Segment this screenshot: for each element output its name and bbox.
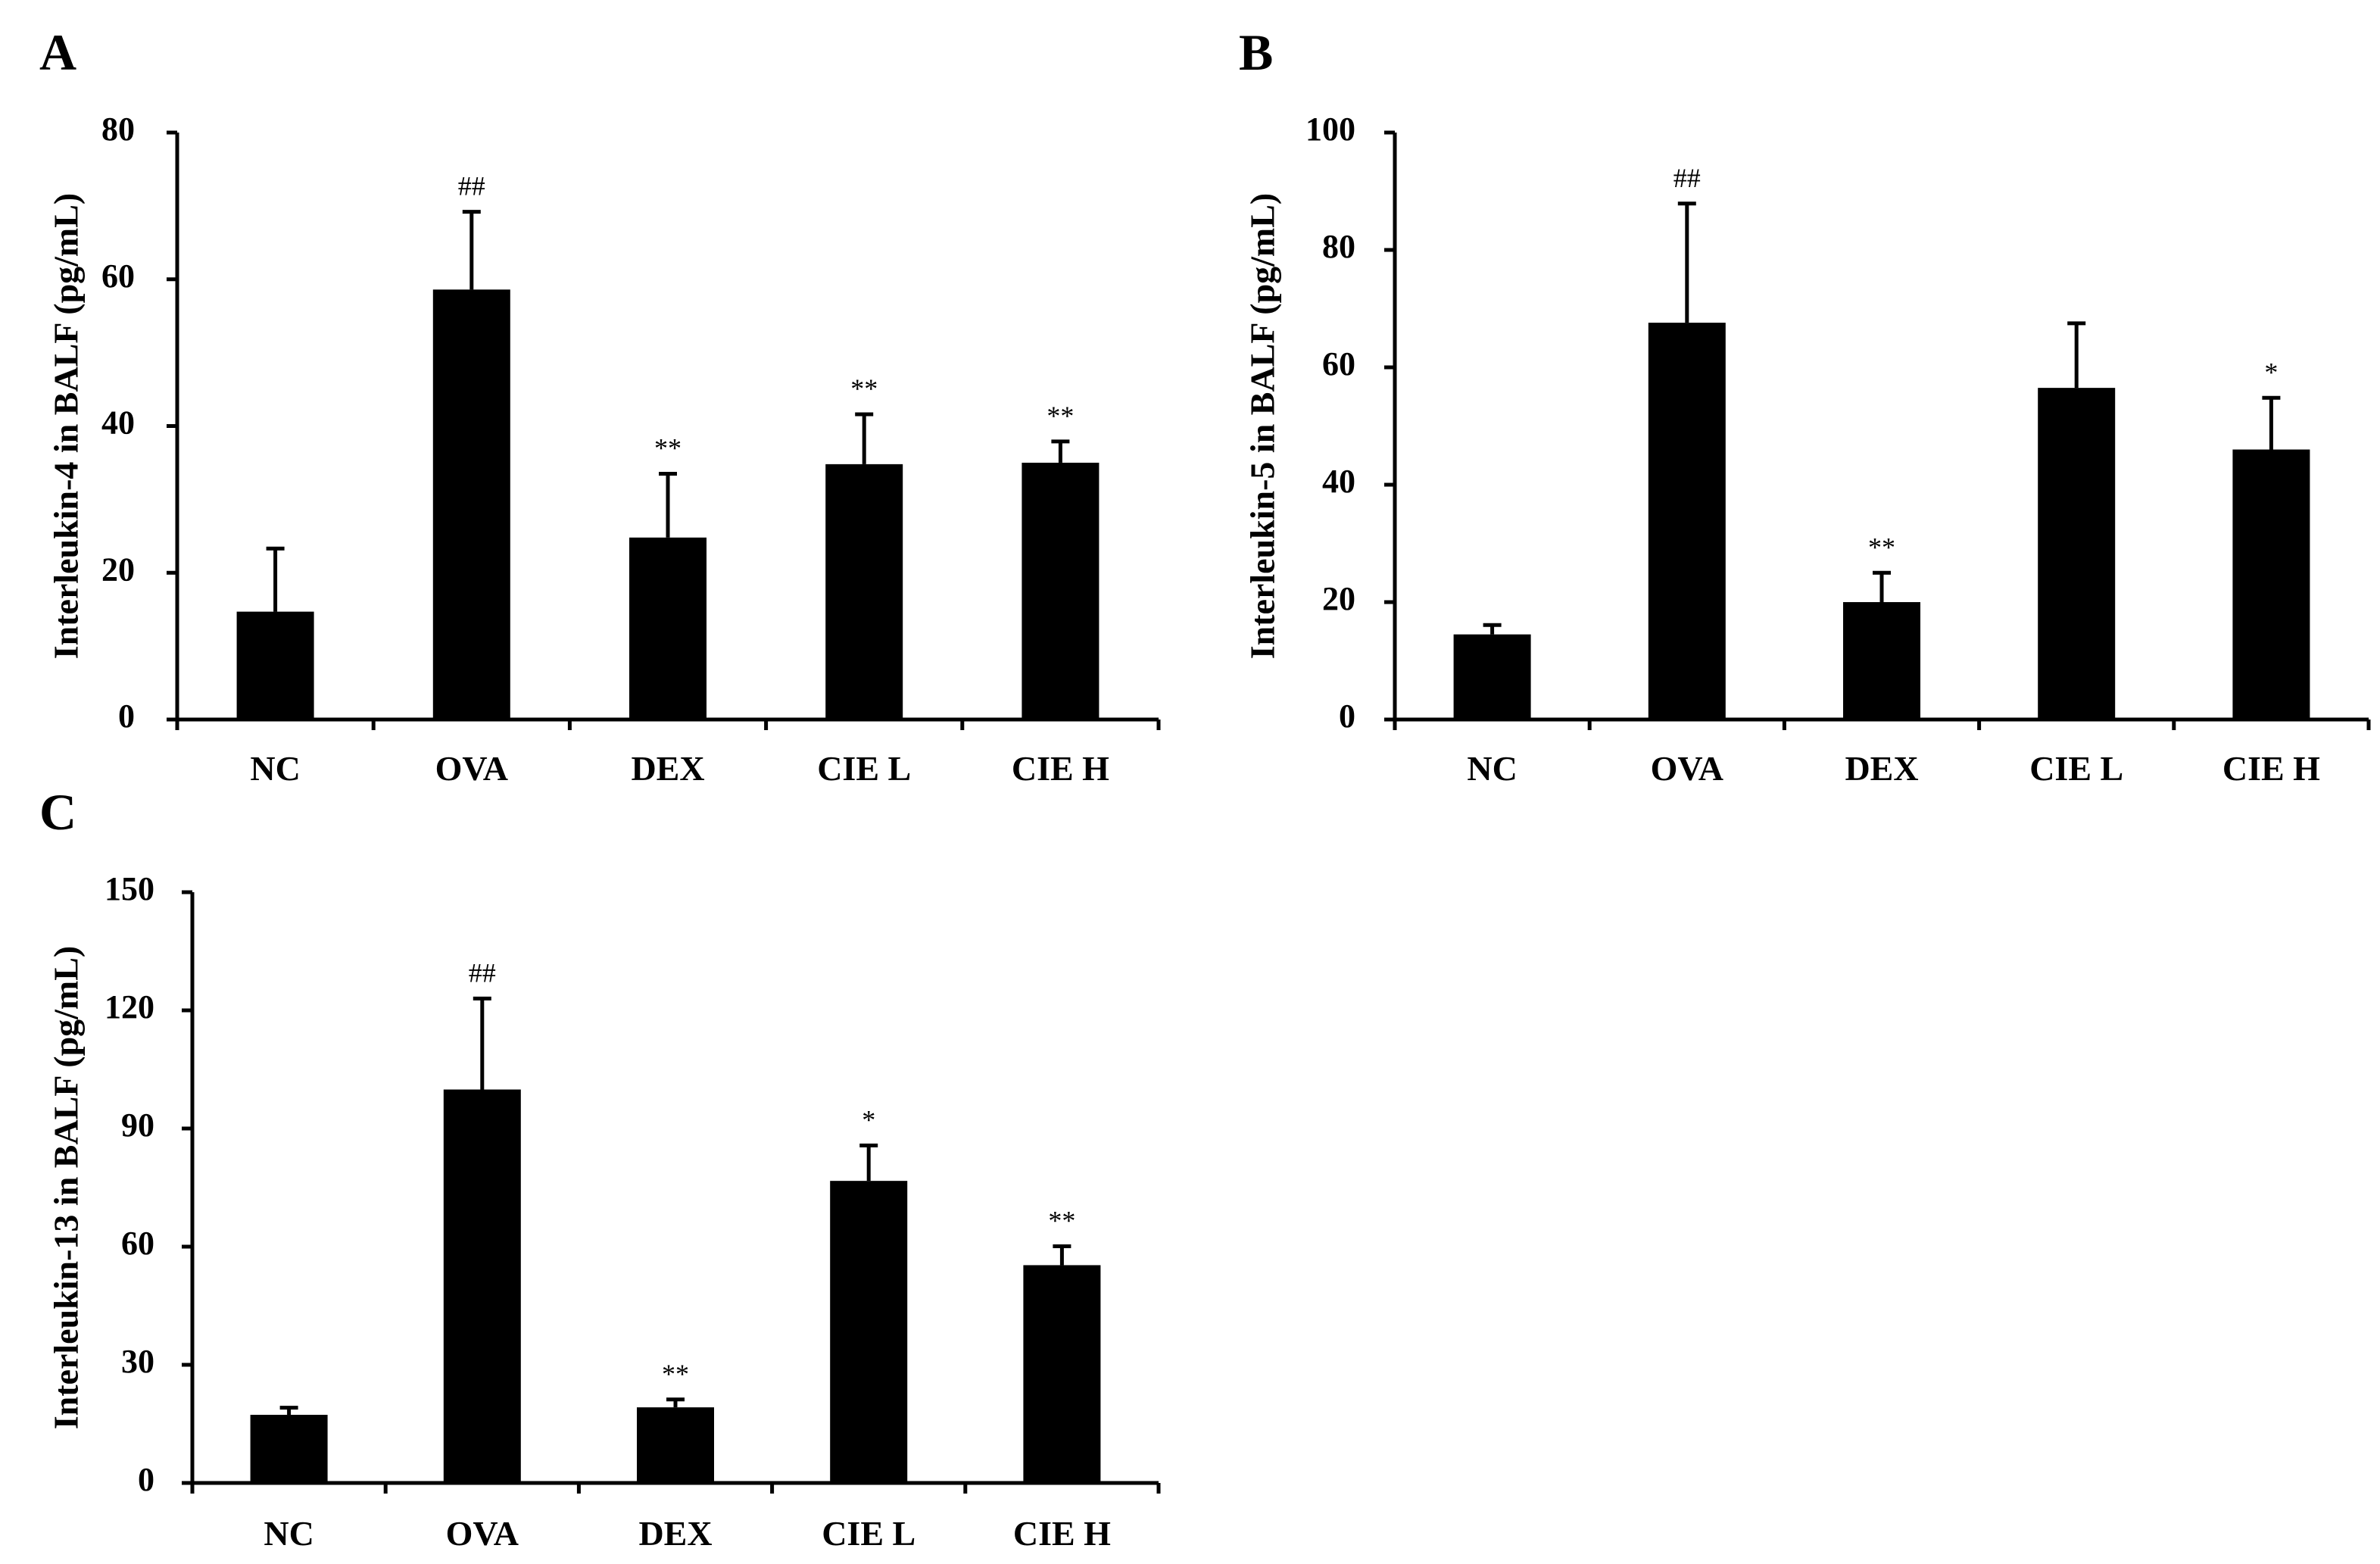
x-category-label: CIE L	[817, 749, 911, 788]
y-tick-label: 60	[121, 1225, 154, 1262]
panel-letter: C	[39, 783, 76, 841]
bar	[1023, 1265, 1101, 1483]
significance-label: ##	[1673, 163, 1701, 193]
y-axis-title: Interleukin-5 in BALF (pg/mL)	[1243, 193, 1282, 660]
panel-letter: A	[39, 23, 76, 81]
bar	[1022, 462, 1100, 720]
y-axis-title: Interleukin-4 in BALF (pg/mL)	[47, 193, 86, 660]
y-tick-label: 80	[1322, 228, 1355, 265]
bar	[1843, 602, 1920, 720]
x-category-label: NC	[250, 749, 300, 788]
bar	[2038, 388, 2116, 720]
chart-panel-a: A Interleukin-4 in BALF (pg/mL) 0 20 40 60 80 N…	[39, 23, 1161, 788]
bar	[830, 1181, 908, 1483]
x-category-label: CIE H	[2222, 749, 2320, 788]
significance-label: **	[1047, 401, 1074, 431]
x-category-label: DEX	[631, 749, 704, 788]
bar	[443, 1089, 521, 1483]
y-tick-label: 40	[101, 404, 135, 442]
bar	[637, 1407, 714, 1483]
bar	[2232, 449, 2310, 720]
y-tick-label: 0	[138, 1461, 154, 1498]
y-axis-title: Interleukin-13 in BALF (pg/mL)	[47, 946, 86, 1430]
x-category-label: OVA	[435, 749, 508, 788]
significance-label: **	[654, 432, 682, 463]
bar	[1648, 323, 1726, 720]
x-category-label: DEX	[638, 1514, 712, 1553]
bar	[250, 1415, 328, 1483]
x-category-label: DEX	[1845, 749, 1918, 788]
y-tick-label: 150	[104, 870, 154, 907]
y-tick-label: 90	[121, 1107, 154, 1144]
bar	[236, 611, 314, 720]
y-tick-label: 80	[101, 111, 135, 148]
significance-label: ##	[469, 957, 496, 988]
y-tick-label: 60	[1322, 345, 1355, 382]
bar	[1453, 634, 1531, 720]
chart-panel-b: B Interleukin-5 in BALF (pg/mL) 0 20 40 60 80 1…	[1239, 23, 2371, 788]
bar	[432, 289, 510, 720]
y-tick-label: 0	[1339, 698, 1355, 735]
y-tick-label: 20	[1322, 580, 1355, 617]
x-category-label: OVA	[446, 1514, 519, 1553]
x-category-label: CIE H	[1013, 1514, 1111, 1553]
y-tick-label: 40	[1322, 463, 1355, 500]
chart-panel-c: C Interleukin-13 in BALF (pg/mL) 0 30 60 90 12…	[39, 783, 1161, 1553]
y-tick-label: 120	[104, 988, 154, 1025]
significance-label: *	[862, 1104, 875, 1135]
x-category-label: NC	[264, 1514, 313, 1553]
significance-label: ##	[458, 171, 485, 201]
significance-label: **	[662, 1359, 689, 1389]
significance-label: *	[2264, 357, 2278, 387]
y-tick-label: 100	[1305, 111, 1355, 148]
y-tick-label: 30	[121, 1343, 154, 1380]
significance-label: **	[1048, 1205, 1075, 1235]
x-category-label: CIE L	[822, 1514, 916, 1553]
bar	[825, 464, 903, 720]
x-category-label: CIE L	[2029, 749, 2123, 788]
significance-label: **	[850, 373, 878, 404]
x-category-label: NC	[1467, 749, 1517, 788]
x-category-label: CIE H	[1012, 749, 1109, 788]
y-tick-label: 20	[101, 551, 135, 588]
y-tick-label: 60	[101, 258, 135, 295]
y-tick-label: 0	[118, 698, 135, 735]
panel-letter: B	[1239, 23, 1273, 81]
significance-label: **	[1868, 532, 1895, 562]
x-category-label: OVA	[1651, 749, 1723, 788]
bar	[629, 537, 707, 720]
